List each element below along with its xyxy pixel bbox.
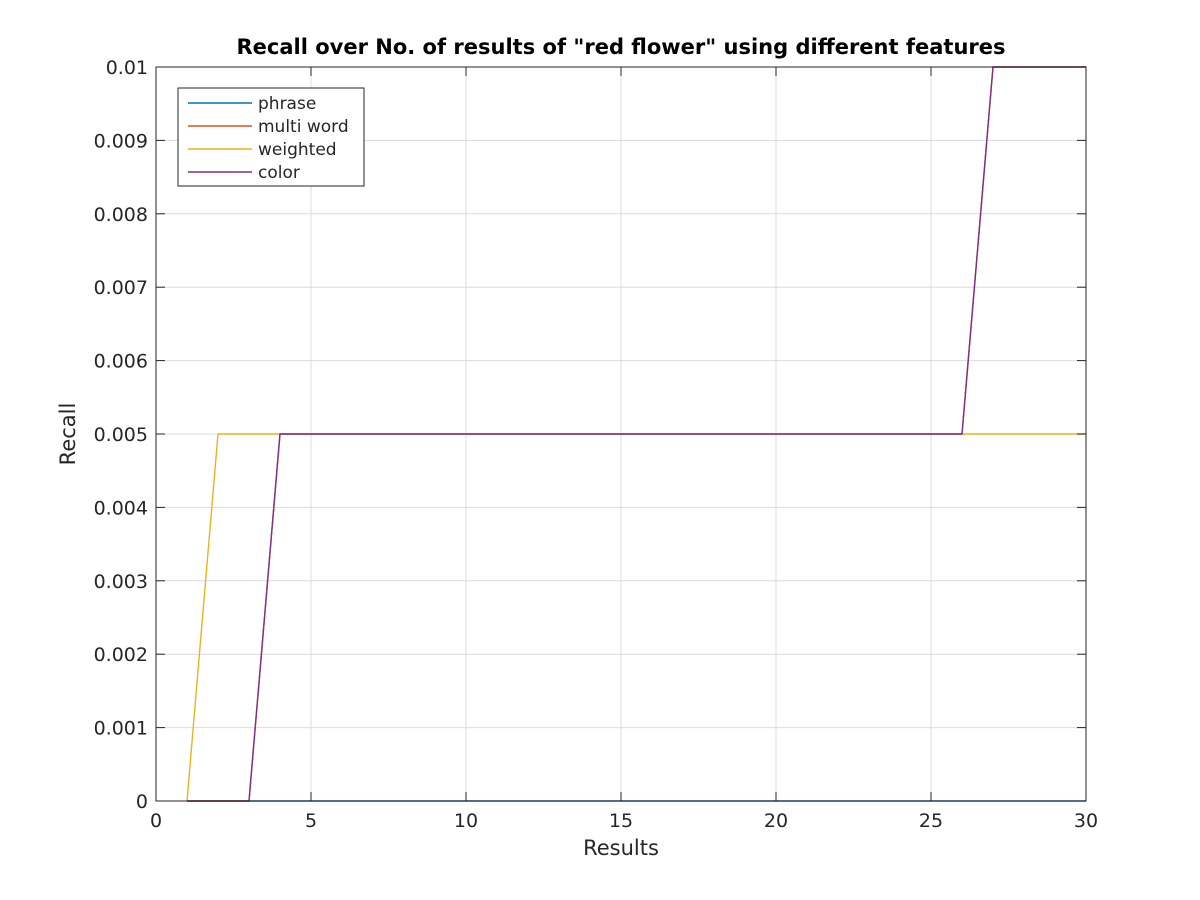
x-tick-label: 5 bbox=[305, 810, 317, 832]
legend-label-weighted: weighted bbox=[258, 140, 337, 160]
y-tick-label: 0.008 bbox=[94, 204, 148, 226]
y-tick-label: 0.005 bbox=[94, 424, 148, 446]
legend-label-phrase: phrase bbox=[258, 94, 316, 114]
x-tick-label: 30 bbox=[1074, 810, 1098, 832]
y-tick-label: 0 bbox=[136, 791, 148, 813]
y-tick-label: 0.009 bbox=[94, 130, 148, 152]
legend: phrase multi word weighted color bbox=[177, 87, 365, 187]
y-tick-label: 0.001 bbox=[94, 718, 148, 740]
y-tick-label: 0.01 bbox=[106, 57, 148, 79]
x-tick-label: 15 bbox=[609, 810, 633, 832]
chart-title: Recall over No. of results of "red flowe… bbox=[237, 35, 1006, 59]
y-axis-label: Recall bbox=[56, 403, 80, 466]
series-line-weighted bbox=[186, 433, 1086, 802]
x-tick-label: 25 bbox=[919, 810, 943, 832]
x-tick-label: 10 bbox=[454, 810, 478, 832]
legend-label-multi-word: multi word bbox=[258, 117, 349, 137]
legend-box bbox=[177, 87, 365, 187]
x-axis-label: Results bbox=[583, 836, 659, 860]
y-tick-label: 0.003 bbox=[94, 571, 148, 593]
legend-label-color: color bbox=[258, 163, 300, 183]
y-tick-labels: 0 0.001 0.002 0.003 0.004 0.005 0.006 0.007 0.00… bbox=[94, 57, 148, 813]
axis-ticks bbox=[155, 66, 1087, 802]
x-tick-labels: 0 5 10 15 20 25 30 bbox=[150, 810, 1098, 832]
y-tick-label: 0.006 bbox=[94, 351, 148, 373]
x-tick-label: 20 bbox=[764, 810, 788, 832]
y-tick-label: 0.002 bbox=[94, 644, 148, 666]
x-tick-label: 0 bbox=[150, 810, 162, 832]
y-tick-label: 0.004 bbox=[94, 497, 148, 519]
y-tick-label: 0.007 bbox=[94, 277, 148, 299]
